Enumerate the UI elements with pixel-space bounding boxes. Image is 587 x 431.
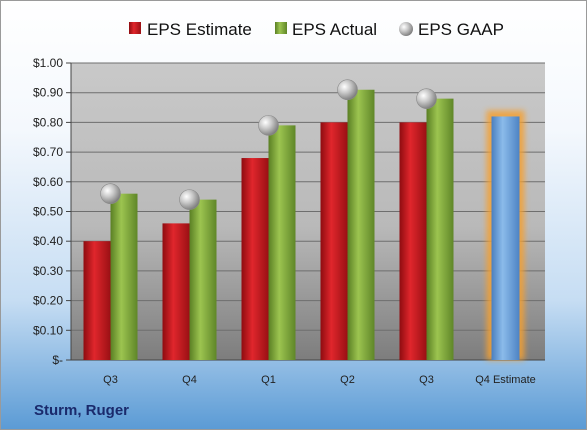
y-axis: $- $0.10 $0.20 $0.30 $0.40 $0.50 $0.60 $0.70 $0.… [33, 56, 72, 367]
y-tick-label: $0.60 [33, 175, 63, 189]
bar-eps-actual [426, 98, 454, 360]
bar-eps-estimate [83, 241, 111, 360]
marker-eps-gaap [179, 189, 200, 210]
x-tick-label: Q4 Estimate [475, 374, 536, 386]
x-tick-label: Q2 [340, 374, 355, 386]
y-tick-label: $1.00 [33, 56, 63, 70]
gridlines [71, 62, 545, 361]
y-tick-label: $0.50 [33, 205, 63, 219]
legend: EPS Estimate EPS Actual EPS GAAP [129, 20, 504, 39]
legend-item-eps-gaap: EPS GAAP [399, 20, 504, 39]
y-tick-label: $0.30 [33, 264, 63, 278]
bars [83, 89, 525, 361]
y-tick-label: $- [52, 353, 63, 367]
x-tick-label: Q1 [261, 374, 276, 386]
marker-eps-gaap [258, 115, 279, 136]
marker-eps-gaap [416, 88, 437, 109]
legend-swatch-eps-actual [275, 22, 287, 34]
bar-eps-actual [347, 89, 375, 360]
y-tick-label: $0.20 [33, 294, 63, 308]
bar-eps-estimate [320, 122, 348, 361]
bar-eps-estimate [241, 158, 269, 360]
legend-item-eps-estimate: EPS Estimate [129, 20, 252, 39]
x-tick-label: Q4 [182, 374, 197, 386]
bar-eps-actual [268, 125, 296, 361]
bar-eps-estimate [399, 122, 427, 361]
bar-q4-estimate [491, 116, 520, 361]
x-tick-label: Q3 [419, 374, 434, 386]
bar-eps-actual [110, 193, 138, 360]
company-name: Sturm, Ruger [34, 402, 130, 419]
legend-label-eps-gaap: EPS GAAP [418, 20, 504, 39]
y-tick-label: $0.80 [33, 115, 63, 129]
x-tick-label: Q3 [103, 374, 118, 386]
x-axis: Q3 Q4 Q1 Q2 Q3 Q4 Estimate [71, 359, 545, 386]
bar-eps-actual [189, 199, 217, 360]
marker-eps-gaap [100, 183, 121, 204]
legend-label-eps-actual: EPS Actual [292, 20, 377, 39]
y-tick-label: $0.90 [33, 86, 63, 100]
bar-eps-estimate [162, 223, 190, 360]
legend-item-eps-actual: EPS Actual [275, 20, 377, 39]
y-tick-label: $0.70 [33, 145, 63, 159]
legend-swatch-eps-gaap [399, 22, 413, 36]
marker-eps-gaap [337, 79, 358, 101]
legend-label-eps-estimate: EPS Estimate [147, 20, 252, 39]
gaap-markers [100, 79, 437, 210]
y-tick-label: $0.40 [33, 234, 63, 248]
legend-swatch-eps-estimate [129, 22, 141, 34]
y-tick-label: $0.10 [33, 323, 63, 337]
